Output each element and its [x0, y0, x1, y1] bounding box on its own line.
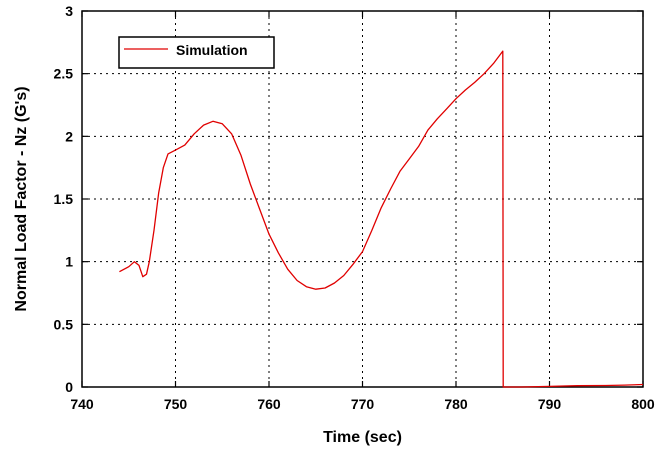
y-tick-label: 2.5	[54, 66, 74, 82]
legend: Simulation	[118, 36, 275, 69]
tick-marks	[81, 10, 644, 388]
x-tick-label: 780	[444, 396, 468, 412]
x-tick-label: 770	[351, 396, 375, 412]
y-axis-title: Normal Load Factor - Nz (G's)	[13, 86, 30, 311]
grid-lines	[82, 11, 643, 387]
x-tick-label: 750	[164, 396, 188, 412]
y-tick-labels: 0 0.5 1 1.5 2 2.5 3	[54, 3, 74, 395]
x-tick-labels: 740 750 760 770 780 790 800	[70, 396, 655, 412]
x-tick-label: 800	[631, 396, 655, 412]
series-line-simulation	[119, 50, 644, 388]
y-tick-label: 0.5	[54, 316, 74, 332]
x-tick-label: 760	[257, 396, 281, 412]
x-axis-title: Time (sec)	[323, 429, 402, 446]
legend-box	[118, 36, 275, 69]
x-tick-label: 790	[538, 396, 562, 412]
y-tick-label: 2	[65, 128, 73, 144]
y-tick-label: 1.5	[54, 191, 74, 207]
series-layer	[119, 50, 644, 388]
y-tick-label: 0	[65, 379, 73, 395]
y-tick-label: 1	[65, 254, 73, 270]
y-tick-label: 3	[65, 3, 73, 19]
legend-label-simulation: Simulation	[176, 42, 248, 58]
x-tick-label: 740	[70, 396, 94, 412]
